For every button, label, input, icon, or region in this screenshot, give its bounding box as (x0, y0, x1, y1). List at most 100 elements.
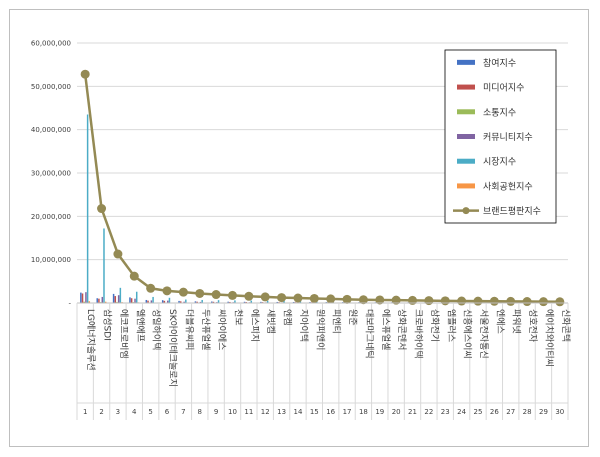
bar (116, 301, 118, 303)
bar (217, 300, 220, 303)
legend-label: 커뮤니티지수 (483, 132, 533, 143)
bar (199, 301, 202, 303)
x-category-label: 신화콘텍 (560, 309, 571, 342)
x-category-label: 엔에스 (494, 309, 505, 334)
x-index-label: 29 (539, 408, 548, 416)
x-category-label: 에이치와이티씨 (543, 309, 555, 367)
bar (83, 301, 85, 303)
y-tick-label: 50,000,000 (31, 83, 71, 91)
bar (276, 301, 279, 303)
series-point (408, 295, 418, 305)
x-category-label: 성일하이텍 (151, 309, 162, 350)
series-point (555, 297, 565, 307)
bar (201, 299, 203, 303)
x-category-label: 원익피앤이 (314, 309, 326, 350)
legend-label: 소통지수 (483, 107, 516, 118)
bar (98, 298, 100, 303)
series-point (97, 204, 107, 214)
bar (85, 292, 87, 303)
x-category-label: LG에너지솔루션 (85, 309, 96, 371)
x-category-label: 삼성SDI (102, 309, 113, 341)
bar (185, 299, 187, 303)
x-index-label: 11 (244, 408, 253, 416)
bar (80, 292, 82, 303)
x-index-label: 2 (99, 408, 103, 416)
legend-swatch (457, 109, 475, 115)
bar (180, 301, 182, 303)
bar (168, 297, 171, 303)
series-point (80, 69, 90, 79)
y-tick-label: 20,000,000 (31, 213, 71, 221)
x-category-label: 지아이텍 (298, 309, 309, 342)
series-point (358, 295, 368, 305)
x-category-label: 엔켐 (282, 309, 294, 326)
bar (112, 293, 115, 303)
legend-label: 브랜드평판지수 (483, 206, 541, 217)
series-point (293, 293, 303, 303)
bar (150, 300, 153, 303)
x-index-label: 8 (198, 408, 202, 416)
bar (81, 293, 84, 303)
x-index-label: 15 (310, 408, 319, 416)
x-category-label: SK아이이테크놀로지 (167, 309, 178, 387)
series-point (342, 294, 352, 304)
x-category-label: 씨아이에스 (216, 309, 227, 350)
series-point (260, 292, 270, 302)
bar (266, 300, 269, 303)
bar (129, 297, 131, 303)
legend-swatch (457, 84, 475, 90)
x-category-label: 삼화전기 (429, 309, 440, 342)
x-index-label: 1 (83, 408, 87, 416)
bar (299, 301, 302, 303)
x-category-label: 더블유씨피 (183, 309, 194, 350)
x-category-label: 서울전자통신 (478, 309, 489, 359)
bar (250, 300, 253, 303)
x-index-label: 16 (326, 408, 335, 416)
x-category-label: 새빗켐 (265, 309, 277, 334)
bar (117, 295, 120, 303)
bar (152, 296, 154, 303)
series-point (227, 290, 237, 300)
x-index-label: 20 (392, 408, 401, 416)
y-tick-label: 10,000,000 (31, 256, 71, 264)
x-index-label: 18 (359, 408, 368, 416)
x-index-label: 19 (375, 408, 384, 416)
bar (194, 301, 197, 303)
x-category-label: 크로바하이텍 (413, 309, 424, 359)
x-index-label: 23 (441, 408, 450, 416)
y-tick-label: - (68, 300, 71, 308)
x-category-label: 피엔티 (331, 309, 342, 334)
series-point (391, 295, 401, 305)
x-category-label: 에코프로비엠 (118, 309, 130, 359)
bar (96, 298, 98, 303)
series-point (146, 283, 156, 293)
legend-label: 시장지수 (483, 157, 516, 168)
x-category-label: 원준 (347, 309, 358, 326)
bar (114, 296, 117, 303)
bar (167, 300, 169, 303)
x-index-label: 3 (116, 408, 120, 416)
series-point (178, 287, 188, 297)
series-point (489, 296, 499, 306)
y-tick-label: 60,000,000 (31, 40, 71, 48)
x-index-label: 21 (408, 408, 417, 416)
series-point (211, 290, 221, 300)
legend-label: 참여지수 (483, 57, 516, 69)
series-point (195, 288, 205, 298)
x-category-label: 두산퓨얼셀 (200, 309, 211, 350)
x-index-label: 5 (148, 408, 152, 416)
legend-swatch (457, 59, 475, 65)
bar (229, 301, 231, 303)
bar (212, 301, 215, 303)
series-point (424, 296, 434, 306)
series-point (440, 296, 450, 306)
x-index-label: 22 (424, 408, 433, 416)
x-index-label: 30 (555, 408, 564, 416)
y-tick-label: 30,000,000 (31, 170, 71, 178)
bar (147, 300, 149, 303)
bar (227, 301, 229, 303)
x-category-label: 신흥에스이씨 (462, 309, 474, 359)
x-category-label: 천보 (232, 309, 243, 326)
